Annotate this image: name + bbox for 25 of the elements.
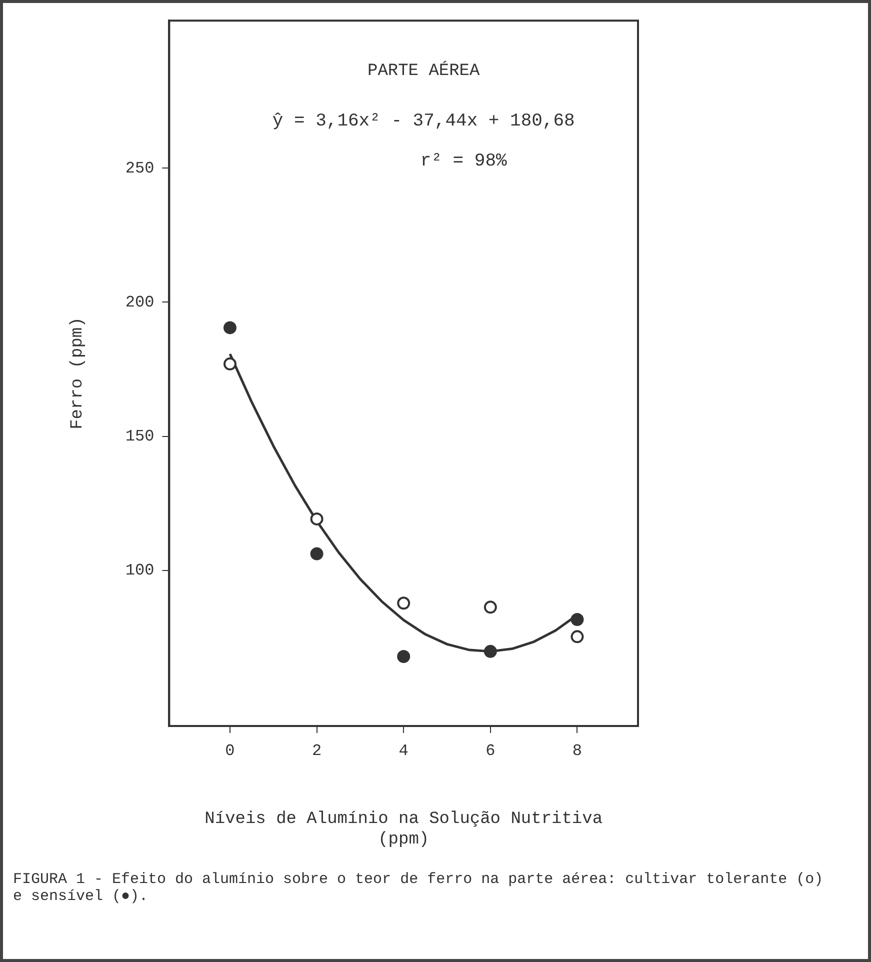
point xyxy=(484,600,497,614)
x-tick-label: 8 xyxy=(572,742,582,760)
point xyxy=(397,596,410,610)
annotation: ŷ = 3,16x² - 37,44x + 180,68 xyxy=(272,111,575,132)
text: FIGURA 1 - Efeito do alumínio sobre o teor de ferro na parte aérea: cultivar tolerante (o) e sensível (●). xyxy=(13,871,824,905)
point xyxy=(223,321,236,334)
y-axis-title: Ferro (ppm) xyxy=(68,317,88,430)
point xyxy=(223,357,236,370)
y-tick-label: 250 xyxy=(125,159,154,178)
text: PARTE AÉREA xyxy=(367,60,481,82)
x-axis-title: Níveis de Alumínio na Solução Nutritiva (ppm) xyxy=(204,810,603,850)
annotation: r² = 98% xyxy=(420,151,508,172)
point xyxy=(310,547,324,560)
point xyxy=(310,512,324,526)
x-tick-label: 2 xyxy=(312,742,322,760)
x-tick-label: 4 xyxy=(398,742,408,760)
y-tick-label: 100 xyxy=(125,562,154,580)
x-tick-label: 0 xyxy=(225,742,235,760)
x-tick-label: 6 xyxy=(486,742,496,760)
y-tick-label: 200 xyxy=(125,293,154,312)
point xyxy=(397,650,410,664)
point xyxy=(484,644,497,658)
y-tick-label: 150 xyxy=(125,428,154,446)
point xyxy=(570,613,584,626)
point xyxy=(570,630,584,644)
